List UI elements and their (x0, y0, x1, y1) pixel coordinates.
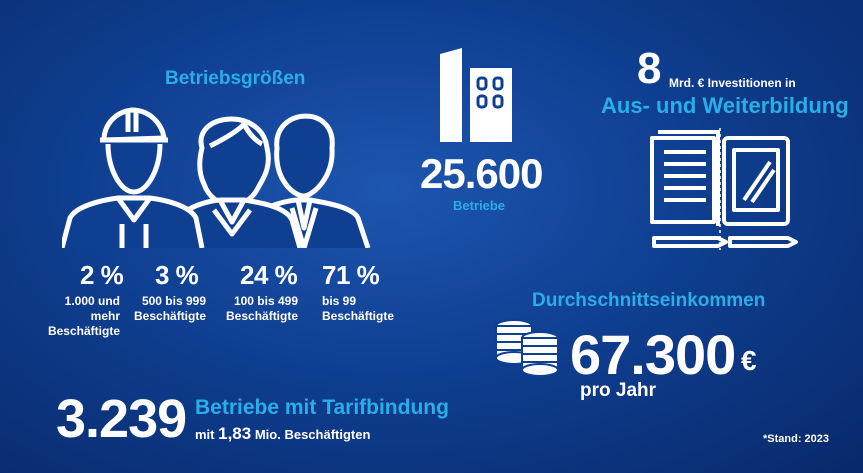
invest-text: Mrd. € Investitionen in (669, 76, 796, 90)
income-period: pro Jahr (580, 380, 657, 401)
betriebsgroessen-title: Betriebsgrößen (165, 68, 306, 89)
label-small: 100 bis 499 Beschäftigte (226, 294, 299, 323)
label-large: 1.000 und mehr Beschäftigte (47, 294, 120, 338)
label-medium: 500 bis 999 Beschäftigte (134, 294, 207, 323)
betriebe-label: Betriebe (453, 198, 506, 213)
tarif-subtitle: mit 1,83 Mio. Beschäftigten (195, 424, 371, 443)
invest-value: 8 (637, 44, 662, 93)
label-micro: bis 99 Beschäftigte (322, 294, 395, 323)
stand-note: *Stand: 2023 (763, 433, 830, 445)
income-value: 67.300 (570, 323, 736, 386)
income-currency: € (741, 345, 757, 376)
percent-micro: 71 % (322, 260, 380, 290)
tarif-count: 3.239 (56, 389, 187, 449)
invest-subtitle: Aus- und Weiterbildung (601, 93, 849, 118)
coin-stacks-icon (495, 319, 559, 377)
book-tablet-icon (650, 128, 798, 250)
betriebe-count: 25.600 (420, 150, 543, 197)
factory-building-icon (440, 48, 512, 142)
workers-group-icon (62, 107, 371, 248)
tarif-title: Betriebe mit Tarifbindung (195, 396, 449, 419)
percent-small: 24 % (240, 260, 298, 290)
percent-medium: 3 % (155, 260, 199, 290)
percent-large: 2 % (80, 260, 124, 290)
income-title: Durchschnittseinkommen (532, 290, 766, 311)
